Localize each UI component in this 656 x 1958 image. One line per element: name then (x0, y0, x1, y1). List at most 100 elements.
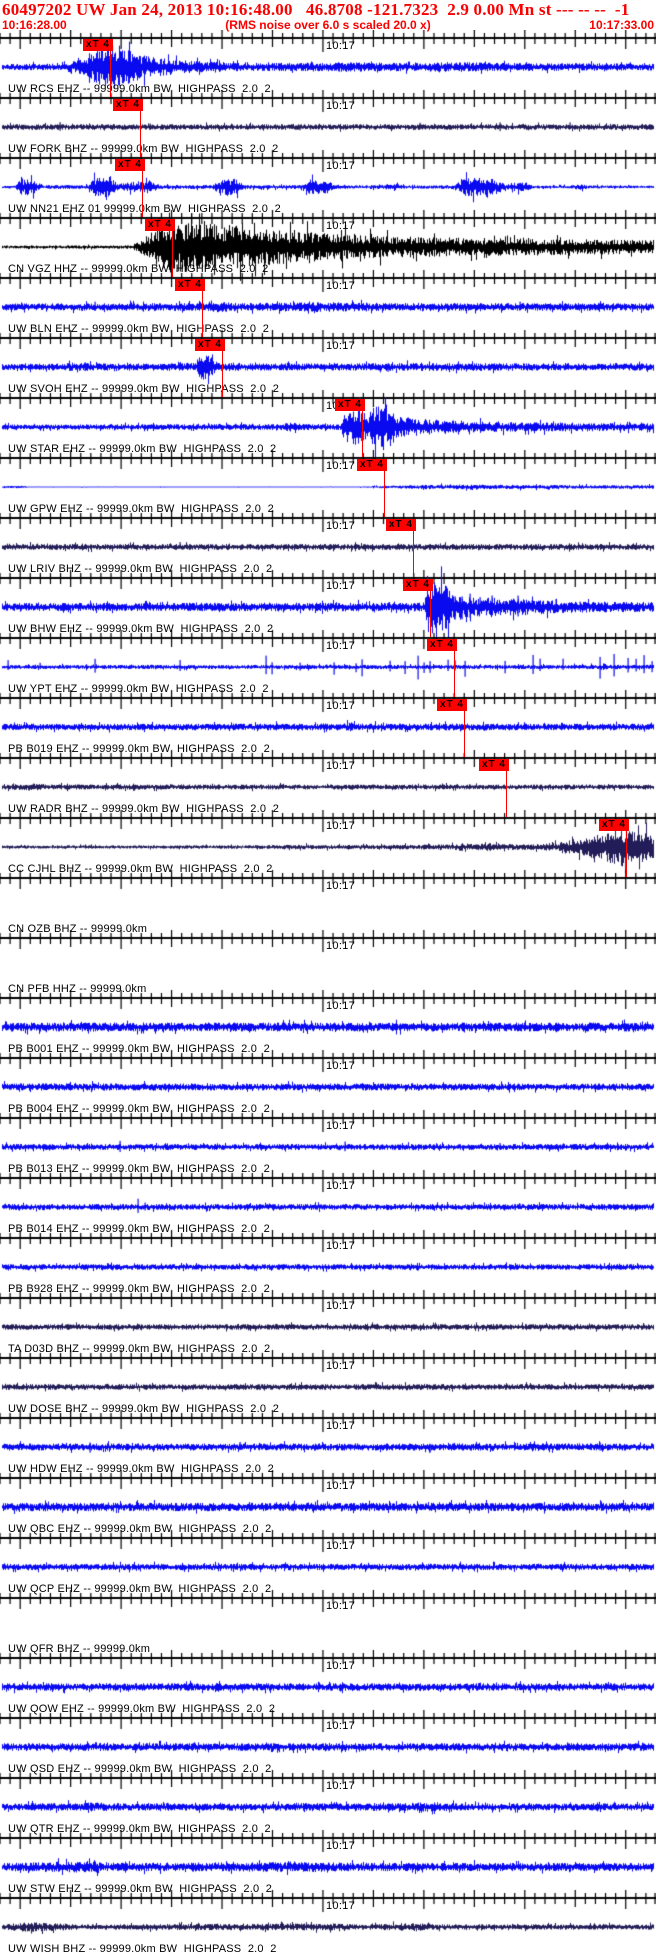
trace-row[interactable]: 10:17 PB B013 EHZ -- 99999.0km BW HIGHPA… (0, 1117, 656, 1177)
pick-marker[interactable]: xT 4 (479, 759, 509, 819)
trace-row[interactable]: 10:17 PB B001 EHZ -- 99999.0km BW HIGHPA… (0, 997, 656, 1057)
trace-row[interactable]: 10:17 UW STAR EHZ -- 99999.0km BW HIGHPA… (0, 397, 656, 457)
trace-row[interactable]: 10:17 UW RCS EHZ -- 99999.0km BW HIGHPAS… (0, 37, 656, 97)
time-tick-label: 10:17 (326, 820, 356, 832)
trace-row[interactable]: 10:17 UW YPT EHZ -- 99999.0km BW HIGHPAS… (0, 637, 656, 697)
pick-marker[interactable]: xT 4 (145, 219, 175, 279)
trace-row[interactable]: 10:17 UW QOW EHZ -- 99999.0km BW HIGHPAS… (0, 1657, 656, 1717)
station-label: UW YPT EHZ -- 99999.0km BW HIGHPASS 2.0 … (8, 683, 269, 695)
pick-marker[interactable]: xT 4 (427, 639, 457, 699)
trace-row[interactable]: 10:17 UW HDW EHZ -- 99999.0km BW HIGHPAS… (0, 1417, 656, 1477)
trace-row[interactable]: 10:17 UW QBC EHZ -- 99999.0km BW HIGHPAS… (0, 1477, 656, 1537)
station-label: UW QSD EHZ -- 99999.0km BW HIGHPASS 2.0 … (8, 1763, 272, 1775)
time-tick-label: 10:17 (326, 220, 356, 232)
window-start-time: 10:16:28.00 (2, 18, 67, 32)
waveform-canvas[interactable] (0, 30, 656, 1958)
trace-area[interactable]: 10:17 UW RCS EHZ -- 99999.0km BW HIGHPAS… (0, 30, 656, 1958)
pick-marker[interactable]: xT 4 (195, 339, 225, 399)
station-label: UW STAR EHZ -- 99999.0km BW HIGHPASS 2.0… (8, 443, 277, 455)
pick-marker[interactable]: xT 4 (403, 579, 433, 639)
trace-row[interactable]: 10:17 TA D03D BHZ -- 99999.0km BW HIGHPA… (0, 1297, 656, 1357)
station-label: CN OZB BHZ -- 99999.0km (8, 923, 148, 935)
trace-row[interactable]: 10:17 UW BLN EHZ -- 99999.0km BW HIGHPAS… (0, 277, 656, 337)
trace-row[interactable]: 10:17 CN PFB HHZ -- 99999.0km (0, 937, 656, 997)
station-label: UW FORK BHZ -- 99999.0km BW HIGHPASS 2.0… (8, 143, 279, 155)
pick-flag-label: xT 4 (427, 639, 457, 651)
pick-flag-label: xT 4 (195, 339, 225, 351)
station-label: UW WISH BHZ -- 99999.0km BW HIGHPASS 2.0… (8, 1943, 277, 1955)
station-label: TA D03D BHZ -- 99999.0km BW HIGHPASS 2.0… (8, 1343, 271, 1355)
trace-row[interactable]: 10:17 PB B014 EHZ -- 99999.0km BW HIGHPA… (0, 1177, 656, 1237)
event-summary-line: 60497202 UW Jan 24, 2013 10:16:48.00 46.… (2, 0, 630, 19)
station-label: UW STW EHZ -- 99999.0km BW HIGHPASS 2.0 … (8, 1883, 273, 1895)
trace-row[interactable]: 10:17 UW GPW EHZ -- 99999.0km BW HIGHPAS… (0, 457, 656, 517)
pick-flag-label: xT 4 (599, 819, 629, 831)
pick-marker[interactable]: xT 4 (83, 39, 113, 99)
pick-flag-label: xT 4 (145, 219, 175, 231)
station-label: UW QCP EHZ -- 99999.0km BW HIGHPASS 2.0 … (8, 1583, 272, 1595)
station-label: UW QFR BHZ -- 99999.0km (8, 1643, 151, 1655)
trace-row[interactable]: 10:17 CN VGZ HHZ -- 99999.0km BW HIGHPAS… (0, 217, 656, 277)
pick-marker[interactable]: xT 4 (115, 159, 145, 219)
time-tick-label: 10:17 (326, 1180, 356, 1192)
pick-marker[interactable]: xT 4 (386, 519, 416, 579)
pick-marker[interactable]: xT 4 (175, 279, 205, 339)
trace-row[interactable]: 10:17 UW DOSE BHZ -- 99999.0km BW HIGHPA… (0, 1357, 656, 1417)
pick-line (463, 711, 465, 757)
pick-flag-label: xT 4 (357, 459, 387, 471)
pick-line (412, 531, 414, 577)
pick-flag-label: xT 4 (113, 99, 143, 111)
rms-scale-note: (RMS noise over 6.0 s scaled 20.0 x) (225, 18, 431, 32)
trace-row[interactable]: 10:17 UW QSD EHZ -- 99999.0km BW HIGHPAS… (0, 1717, 656, 1777)
station-label: CN PFB HHZ -- 99999.0km (8, 983, 147, 995)
pick-marker[interactable]: xT 4 (599, 819, 629, 879)
station-label: PB B013 EHZ -- 99999.0km BW HIGHPASS 2.0… (8, 1163, 270, 1175)
station-label: UW QOW EHZ -- 99999.0km BW HIGHPASS 2.0 … (8, 1703, 276, 1715)
trace-row[interactable]: 10:17 UW BHW EHZ -- 99999.0km BW HIGHPAS… (0, 577, 656, 637)
trace-row[interactable]: 10:17 CN OZB BHZ -- 99999.0km (0, 877, 656, 937)
trace-row[interactable]: 10:17 UW FORK BHZ -- 99999.0km BW HIGHPA… (0, 97, 656, 157)
station-label: PB B014 EHZ -- 99999.0km BW HIGHPASS 2.0… (8, 1223, 270, 1235)
trace-row[interactable]: 10:17 CC CJHL BHZ -- 99999.0km BW HIGHPA… (0, 817, 656, 877)
time-tick-label: 10:17 (326, 1420, 356, 1432)
time-tick-label: 10:17 (326, 940, 356, 952)
time-tick-label: 10:17 (326, 760, 356, 772)
trace-row[interactable]: 10:17 PB B004 EHZ -- 99999.0km BW HIGHPA… (0, 1057, 656, 1117)
pick-marker[interactable]: xT 4 (357, 459, 387, 519)
time-tick-label: 10:17 (326, 1360, 356, 1372)
time-tick-label: 10:17 (326, 1720, 356, 1732)
pick-line (141, 171, 143, 217)
trace-row[interactable]: 10:17 UW STW EHZ -- 99999.0km BW HIGHPAS… (0, 1837, 656, 1897)
time-tick-label: 10:17 (326, 640, 356, 652)
trace-row[interactable]: 10:17 UW SVOH EHZ -- 99999.0km BW HIGHPA… (0, 337, 656, 397)
pick-line (505, 771, 507, 817)
trace-row[interactable]: 10:17 UW QTR EHZ -- 99999.0km BW HIGHPAS… (0, 1777, 656, 1837)
station-label: UW QBC EHZ -- 99999.0km BW HIGHPASS 2.0 … (8, 1523, 272, 1535)
time-tick-label: 10:17 (326, 580, 356, 592)
trace-row[interactable]: 10:17 UW QFR BHZ -- 99999.0km (0, 1597, 656, 1657)
window-end-time: 10:17:33.00 (589, 18, 654, 32)
trace-row[interactable]: 10:17 UW QCP EHZ -- 99999.0km BW HIGHPAS… (0, 1537, 656, 1597)
pick-line (109, 51, 111, 97)
time-tick-label: 10:17 (326, 1480, 356, 1492)
time-tick-label: 10:17 (326, 340, 356, 352)
time-tick-label: 10:17 (326, 700, 356, 712)
time-tick-label: 10:17 (326, 1780, 356, 1792)
pick-marker[interactable]: xT 4 (335, 399, 365, 459)
trace-row[interactable]: 10:17 PB B019 EHZ -- 99999.0km BW HIGHPA… (0, 697, 656, 757)
time-tick-label: 10:17 (326, 1540, 356, 1552)
trace-row[interactable]: 10:17 UW RADR BHZ -- 99999.0km BW HIGHPA… (0, 757, 656, 817)
trace-row[interactable]: 10:17 UW LRIV BHZ -- 99999.0km BW HIGHPA… (0, 517, 656, 577)
station-label: PB B001 EHZ -- 99999.0km BW HIGHPASS 2.0… (8, 1043, 270, 1055)
pick-marker[interactable]: xT 4 (113, 99, 143, 159)
time-tick-label: 10:17 (326, 880, 356, 892)
trace-row[interactable]: 10:17 UW WISH BHZ -- 99999.0km BW HIGHPA… (0, 1897, 656, 1957)
pick-marker[interactable]: xT 4 (437, 699, 467, 759)
time-tick-label: 10:17 (326, 1240, 356, 1252)
station-label: UW SVOH EHZ -- 99999.0km BW HIGHPASS 2.0… (8, 383, 280, 395)
pick-line (361, 411, 363, 457)
time-tick-label: 10:17 (326, 1840, 356, 1852)
station-label: UW NN21 EHZ 01 99999.0km BW HIGHPASS 2.0… (8, 203, 281, 215)
trace-row[interactable]: 10:17 UW NN21 EHZ 01 99999.0km BW HIGHPA… (0, 157, 656, 217)
trace-row[interactable]: 10:17 PB B928 EHZ -- 99999.0km BW HIGHPA… (0, 1237, 656, 1297)
